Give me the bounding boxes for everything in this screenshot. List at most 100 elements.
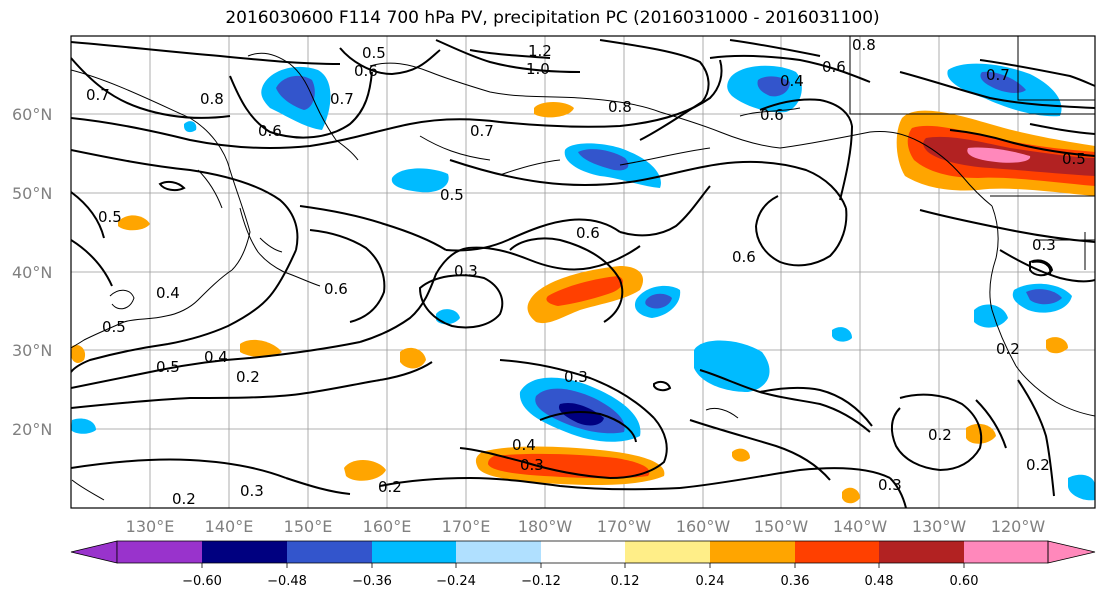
colorbar-tick-label: 0.36 bbox=[781, 574, 810, 589]
contour-label: 0.7 bbox=[86, 86, 110, 104]
colorbar-tick-label: 0.24 bbox=[696, 574, 725, 589]
lon-labels: 130°E 140°E 150°E 160°E 170°E 180°W 170°… bbox=[126, 517, 1046, 536]
contour-label: 0.5 bbox=[156, 358, 180, 376]
pos-blob-gulf-alaska bbox=[896, 110, 1095, 196]
contour-label: 0.5 bbox=[362, 44, 386, 62]
neg-blob-hawaii-north bbox=[694, 340, 770, 392]
colorbar-tick-label: −0.60 bbox=[182, 574, 222, 589]
neg-blob-aleutian bbox=[564, 143, 661, 188]
colorbar-tick-label: −0.12 bbox=[521, 574, 561, 589]
lat-label: 30°N bbox=[12, 341, 52, 360]
colorbar: −0.60 −0.48 −0.36 −0.24 −0.12 0.12 0.24 … bbox=[70, 540, 1096, 589]
lon-label: 170°E bbox=[442, 517, 491, 536]
pos-blob-subtropical-band bbox=[475, 446, 665, 486]
contour-label: 0.2 bbox=[1026, 456, 1050, 474]
lon-label: 170°W bbox=[597, 517, 652, 536]
contour-label: 0.3 bbox=[878, 476, 902, 494]
lon-label: 140°W bbox=[833, 517, 888, 536]
pos-blob-midpacific bbox=[527, 266, 644, 324]
coastlines bbox=[71, 36, 1095, 501]
colorbar-segment bbox=[964, 541, 1048, 563]
colorbar-tick-label: −0.48 bbox=[267, 574, 307, 589]
colorbar-segment bbox=[795, 541, 879, 563]
contour-label: 0.3 bbox=[1032, 236, 1056, 254]
colorbar-tick-label: −0.24 bbox=[436, 574, 476, 589]
lon-label: 150°W bbox=[754, 517, 809, 536]
contour-label: 0.6 bbox=[324, 280, 348, 298]
contour-label: 0.5 bbox=[440, 186, 464, 204]
lon-label: 140°E bbox=[205, 517, 254, 536]
lat-label: 40°N bbox=[12, 263, 52, 282]
contour-label: 0.5 bbox=[1062, 150, 1086, 168]
lon-label: 160°E bbox=[363, 517, 412, 536]
contour-label: 0.7 bbox=[986, 66, 1010, 84]
colorbar-extend-max bbox=[1047, 540, 1096, 564]
lon-label: 120°W bbox=[991, 517, 1046, 536]
lat-label: 60°N bbox=[12, 105, 52, 124]
colorbar-segment bbox=[287, 541, 372, 563]
colorbar-segment bbox=[710, 541, 795, 563]
contour-label: 1.0 bbox=[526, 60, 550, 78]
contour-label: 0.4 bbox=[204, 348, 228, 366]
map-border bbox=[70, 35, 1096, 509]
colorbar-segment bbox=[541, 541, 625, 563]
contour-label: 0.2 bbox=[236, 368, 260, 386]
colorbar-segment bbox=[456, 541, 541, 563]
colorbar-segment bbox=[117, 541, 202, 563]
lon-label: 130°W bbox=[912, 517, 967, 536]
contour-label: 0.5 bbox=[98, 208, 122, 226]
neg-blob-alaska bbox=[727, 65, 802, 113]
contour-label: 0.7 bbox=[470, 122, 494, 140]
contour-label: 0.6 bbox=[354, 62, 378, 80]
lon-label: 160°W bbox=[676, 517, 731, 536]
lon-label: 150°E bbox=[284, 517, 333, 536]
neg-blob-midpacific bbox=[634, 285, 681, 318]
contour-label: 0.2 bbox=[378, 478, 402, 496]
contour-label: 0.6 bbox=[822, 58, 846, 76]
colorbar-segment bbox=[625, 541, 710, 563]
contour-label: 0.2 bbox=[172, 490, 196, 508]
contour-label: 1.2 bbox=[528, 42, 552, 60]
contour-label: 0.6 bbox=[732, 248, 756, 266]
contour-label: 0.4 bbox=[156, 284, 180, 302]
contour-label: 0.6 bbox=[576, 224, 600, 242]
lat-label: 50°N bbox=[12, 184, 52, 203]
contour-labels: 0.5 0.6 0.7 0.8 0.7 0.6 1.2 1.0 0.8 0.7 … bbox=[86, 36, 1086, 508]
precip-shading bbox=[71, 63, 1095, 504]
colorbar-tick-label: −0.36 bbox=[352, 574, 392, 589]
contour-label: 0.3 bbox=[564, 368, 588, 386]
contour-label: 0.5 bbox=[102, 318, 126, 336]
contour-label: 0.2 bbox=[928, 426, 952, 444]
neg-blob-subtropical bbox=[519, 377, 641, 442]
map-title: 2016030600 F114 700 hPa PV, precipitatio… bbox=[225, 8, 880, 28]
contour-label: 0.3 bbox=[520, 456, 544, 474]
colorbar-extend-min bbox=[70, 540, 118, 564]
neg-blob-canada bbox=[947, 63, 1062, 117]
lat-labels: 60°N 50°N 40°N 30°N 20°N bbox=[12, 105, 52, 439]
contour-label: 0.8 bbox=[200, 90, 224, 108]
colorbar-tick-label: 0.60 bbox=[950, 574, 979, 589]
contour-label: 0.8 bbox=[608, 98, 632, 116]
contour-label: 0.3 bbox=[454, 262, 478, 280]
pv-contours bbox=[71, 39, 1095, 508]
colorbar-tick-label: 0.48 bbox=[865, 574, 894, 589]
contour-label: 0.6 bbox=[760, 106, 784, 124]
contour-label: 0.7 bbox=[330, 90, 354, 108]
small-blobs bbox=[71, 102, 1095, 504]
neg-blob-west-aleutian bbox=[391, 168, 449, 193]
contour-label: 0.3 bbox=[240, 482, 264, 500]
neg-blob-kamchatka bbox=[261, 66, 331, 130]
contour-label: 0.4 bbox=[780, 72, 804, 90]
contour-label: 0.6 bbox=[258, 122, 282, 140]
colorbar-segment bbox=[372, 541, 456, 563]
colorbar-segment bbox=[202, 541, 287, 563]
colorbar-tick-label: 0.12 bbox=[611, 574, 640, 589]
contour-label: 0.2 bbox=[996, 340, 1020, 358]
contour-label: 0.8 bbox=[852, 36, 876, 54]
contour-label: 0.4 bbox=[512, 436, 536, 454]
lon-label: 180°W bbox=[518, 517, 573, 536]
colorbar-segment bbox=[879, 541, 964, 563]
lon-label: 130°E bbox=[126, 517, 175, 536]
lat-label: 20°N bbox=[12, 420, 52, 439]
